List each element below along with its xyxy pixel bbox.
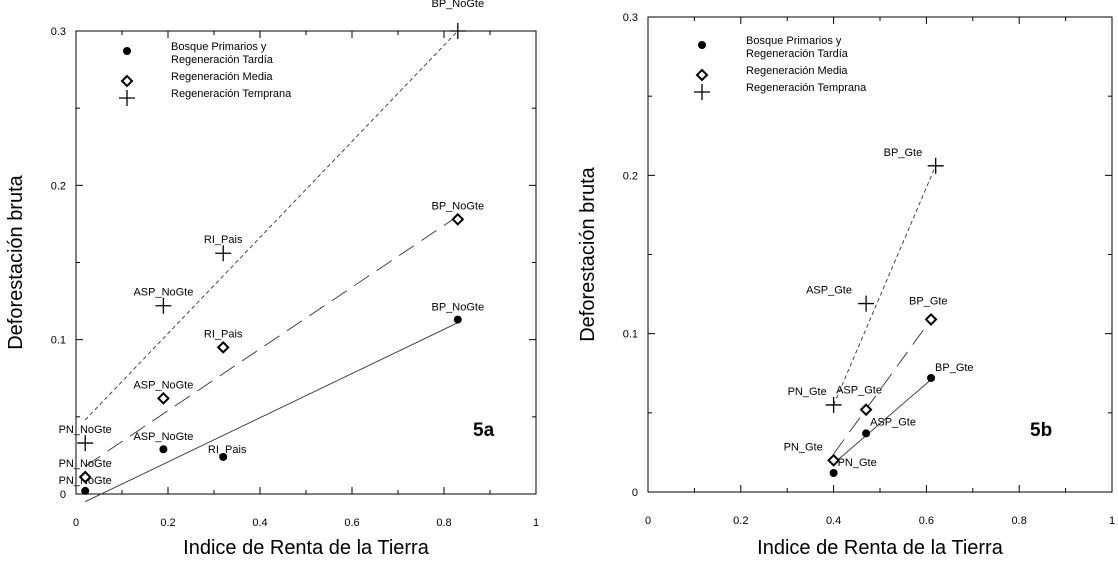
point-label: ASP_Gte	[870, 416, 916, 428]
trendline-diamond	[84, 215, 459, 467]
x-tick-label: 1	[1109, 515, 1115, 527]
x-tick-label: 1	[533, 517, 539, 529]
point-plus	[858, 295, 875, 312]
point-diamond	[924, 313, 938, 326]
point-diamond	[156, 391, 170, 405]
point-label: BP_NoGte	[432, 302, 485, 314]
y-tick-label: 0.2	[51, 180, 66, 192]
point-diamond	[827, 453, 841, 467]
x-tick-label: 0.2	[733, 515, 748, 527]
point-dot	[829, 469, 838, 477]
y-tick-label: 0.1	[623, 329, 638, 341]
point-dot	[81, 486, 90, 495]
x-tick-label: 0.4	[252, 517, 267, 529]
point-label: BP_Gte	[935, 362, 974, 374]
x-tick-label: 0	[645, 515, 651, 527]
point-plus	[155, 297, 172, 314]
x-tick-label: 0.4	[826, 515, 841, 527]
chart-panel-5b: 0 0.2 0.4 0.6 0.8 1 0 0.1 0.2 0.3 Indice de Renta …	[577, 12, 1115, 559]
y-axis-title: Deforestación bruta	[577, 166, 599, 341]
point-label: RI_Pais	[208, 444, 247, 456]
x-tick-label: 0.8	[1012, 515, 1027, 527]
point-dot	[862, 429, 871, 438]
trendline-diamond	[833, 319, 932, 455]
point-label: BP_NoGte	[432, 200, 485, 212]
x-tick-label: 0.6	[344, 517, 359, 529]
legend-label: Regeneración Temprana	[746, 82, 867, 94]
point-label: ASP_NoGte	[133, 287, 193, 299]
point-plus	[449, 23, 466, 39]
y-tick-label: 0	[632, 487, 638, 499]
point-diamond	[78, 470, 92, 484]
point-dot	[453, 315, 462, 324]
x-axis-title: Indice de Renta de la Tierra	[757, 537, 1004, 557]
point-diamond	[859, 403, 873, 417]
x-axis-title: Indice de Renta de la Tierra	[183, 537, 430, 557]
point-label: RI_Pais	[204, 328, 243, 340]
y-tick-label: 0.1	[51, 335, 66, 347]
trendline-plus	[84, 30, 459, 421]
legend-marker-diamond	[120, 74, 134, 88]
legend-marker-dot	[123, 47, 131, 55]
point-dot	[159, 445, 168, 454]
legend-label: Regeneración Media	[746, 65, 848, 77]
point-dot	[927, 374, 936, 382]
y-axis-title: Deforestación bruta	[5, 174, 27, 349]
legend-label: Regeneración Media	[171, 71, 273, 83]
y-tick-label: 0.3	[623, 12, 638, 24]
point-label: PN_Gte	[838, 457, 877, 469]
point-plus	[825, 396, 842, 413]
point-label: RI_Pais	[204, 234, 243, 246]
trendline-plus	[833, 165, 937, 406]
point-diamond	[216, 340, 230, 354]
point-plus	[215, 245, 232, 262]
legend-marker-plus	[119, 90, 135, 106]
x-tick-label: 0.6	[919, 515, 934, 527]
legend-marker-dot	[698, 41, 706, 49]
point-label: PN_NoGte	[59, 424, 112, 436]
y-tick-label: 0	[60, 489, 66, 501]
y-tick-label: 0.3	[51, 26, 66, 38]
trendline-dot	[85, 322, 458, 503]
point-label: BP_Gte	[884, 147, 923, 159]
point-label: ASP_NoGte	[133, 431, 193, 443]
point-label: BP_Gte	[909, 295, 948, 307]
x-tick-label: 0.2	[160, 517, 175, 529]
point-label: PN_Gte	[788, 386, 827, 398]
x-tick-label: 0	[73, 517, 79, 529]
point-dot	[219, 452, 228, 461]
legend-label: Bosque Primarios y	[746, 35, 842, 47]
point-label: PN_NoGte	[59, 458, 112, 470]
point-label: ASP_Gte	[806, 285, 852, 297]
trendline-dot	[833, 379, 932, 464]
point-label: BP_NoGte	[432, 0, 485, 10]
point-plus	[77, 435, 94, 452]
point-plus	[927, 157, 944, 174]
legend-marker-plus	[694, 84, 710, 100]
plot-frame	[75, 30, 537, 495]
chart-panel-5a: 0 0.2 0.4 0.6 0.8 1 0 0.1 0.2 0.3 Indice de Renta …	[5, 0, 539, 559]
legend-label: Regeneración Tardía	[746, 48, 849, 60]
panel-label: 5b	[1030, 420, 1052, 441]
legend-marker-diamond	[695, 68, 709, 82]
legend-label: Bosque Primarios y	[171, 41, 267, 53]
point-label: ASP_NoGte	[133, 379, 193, 391]
y-tick-label: 0.2	[623, 170, 638, 182]
x-tick-label: 0.8	[436, 517, 451, 529]
point-label: ASP_Gte	[836, 385, 882, 397]
point-label: PN_Gte	[784, 441, 823, 453]
panel-label: 5a	[473, 420, 495, 441]
point-diamond	[451, 212, 465, 226]
legend-label: Regeneración Temprana	[171, 88, 292, 100]
legend-label: Regeneración Tardía	[171, 54, 274, 66]
